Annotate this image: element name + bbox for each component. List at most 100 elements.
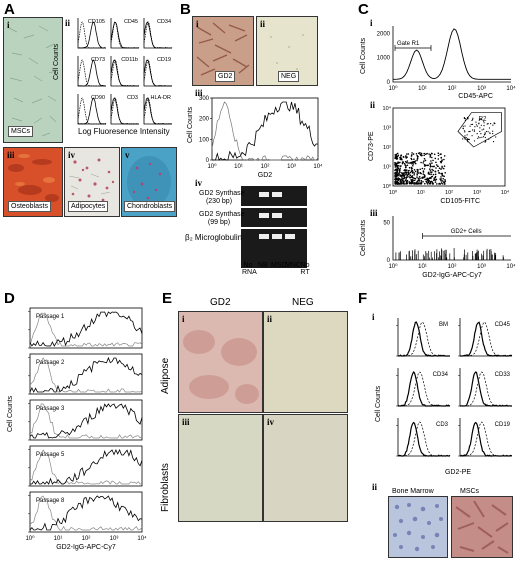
cell-dot: [441, 167, 443, 169]
e-adipose-neg-photo: ii: [263, 311, 348, 413]
cell-dot: [417, 182, 419, 184]
cell-dot: [478, 119, 480, 121]
cell-dot: [394, 166, 397, 168]
cell-dot: [413, 174, 415, 176]
cell-dot: [481, 136, 483, 138]
cell-dot: [414, 177, 416, 180]
marker-label: CD105: [88, 19, 105, 25]
gel-row-3: β₂ Microglobulin: [185, 233, 243, 242]
a-iv-caption: Adipocytes: [68, 201, 109, 212]
cell-dot: [412, 171, 414, 173]
cell-dot: [405, 157, 408, 159]
cell-dot: [394, 161, 396, 164]
neg-curve: [211, 101, 319, 161]
gd2-curve: [459, 371, 512, 407]
panel-c-label: C: [358, 1, 369, 18]
control-curve: [143, 21, 172, 49]
cell-dot: [412, 165, 414, 167]
cell-dot: [431, 156, 433, 159]
gel-row-2: GD2 Synthase: [199, 211, 245, 218]
xtick-label: 10²: [448, 264, 457, 270]
cell-dot: [406, 179, 409, 182]
gd2-curve: [30, 449, 143, 485]
cell-dot: [416, 159, 418, 162]
cell-dot: [394, 157, 396, 160]
cell-dot: [436, 183, 438, 185]
cell-dot: [414, 170, 417, 173]
plot-frame: [29, 445, 143, 487]
cell-dot: [429, 166, 432, 168]
bm-texture: [393, 503, 443, 552]
marker-curve: [110, 97, 139, 125]
cell-dot: [427, 180, 430, 183]
cell-dot: [469, 130, 471, 132]
cell-dot: [481, 129, 483, 131]
cell-dot: [435, 164, 438, 166]
cell-dot: [399, 167, 401, 170]
cell-dot: [443, 183, 446, 185]
c-ii-scatter: 10⁰ 10¹ 10² 10³ 10⁴ 10⁰ 10¹ 10² 10³ 10⁴ R2 CD105-FI…: [368, 105, 510, 205]
cell-dot: [468, 131, 470, 133]
c-ii-xlabel: CD105-FITC: [440, 198, 480, 205]
cell-dot: [440, 172, 442, 175]
cell-dot: [473, 130, 475, 132]
msc-stain-texture: [455, 500, 509, 554]
gd2-curve: [29, 495, 143, 531]
cell-dot: [402, 172, 405, 174]
e-fibro-gd2-photo: iii: [178, 414, 263, 522]
passage-label: Passage 1: [36, 314, 65, 320]
xtick-label: 10¹: [418, 264, 427, 270]
control-curve: [29, 495, 143, 531]
e-i-texture: [183, 330, 259, 404]
cell-dot: [397, 167, 400, 169]
cell-dot: [471, 123, 474, 125]
e-fibro-neg-photo: iv: [263, 414, 348, 522]
cell-dot: [484, 136, 486, 139]
ytick-label: 10⁰: [383, 183, 392, 190]
cell-dot: [441, 160, 443, 162]
adipo-texture: [68, 158, 115, 202]
cell-dot: [417, 155, 419, 158]
cell-dot: [425, 180, 427, 183]
ytick-label: 0: [206, 158, 210, 164]
cell-dot: [423, 163, 426, 166]
gel-band: [272, 192, 282, 197]
cell-dot: [492, 130, 494, 132]
plot-frame: [211, 97, 319, 161]
cell-dot: [423, 152, 425, 155]
cell-dot: [476, 133, 478, 135]
cell-dot: [413, 169, 416, 171]
cell-dot: [422, 176, 424, 178]
cell-dot: [466, 134, 468, 136]
panel-a-label: A: [4, 1, 15, 18]
cell-dot: [402, 156, 405, 158]
cell-dot: [475, 121, 477, 123]
cell-dot: [419, 168, 421, 171]
cell-dot: [441, 165, 443, 168]
cell-dot: [492, 124, 494, 126]
gd2-curve: [459, 421, 512, 457]
cell-dot: [420, 179, 423, 182]
cell-dot: [428, 182, 431, 185]
lane-mnc: MNC: [285, 262, 301, 269]
cell-dot: [400, 157, 402, 159]
cell-dot: [430, 160, 432, 162]
f-i-histograms: BM CD45 CD34 CD33 CD3 CD19 GD2-PE Cell Counts: [375, 318, 513, 476]
cell-dot: [484, 141, 486, 143]
gate-r2-label: R2: [479, 116, 487, 122]
gd2-curve: [29, 356, 143, 393]
cell-dot: [464, 118, 466, 120]
xtick-label: 10⁴: [506, 85, 516, 92]
cell-dot: [411, 175, 413, 177]
cell-dot: [438, 182, 441, 185]
a-i-numeral: i: [7, 20, 10, 30]
cell-dot: [412, 163, 415, 165]
cell-dot: [462, 138, 464, 140]
cell-dot: [424, 178, 426, 181]
xtick-label: 10⁰: [25, 535, 35, 542]
cell-dot: [480, 124, 482, 126]
cell-dot: [397, 177, 400, 179]
f-i-xlabel: GD2-PE: [445, 469, 471, 476]
cell-dot: [419, 183, 421, 185]
cell-dot: [413, 172, 416, 174]
